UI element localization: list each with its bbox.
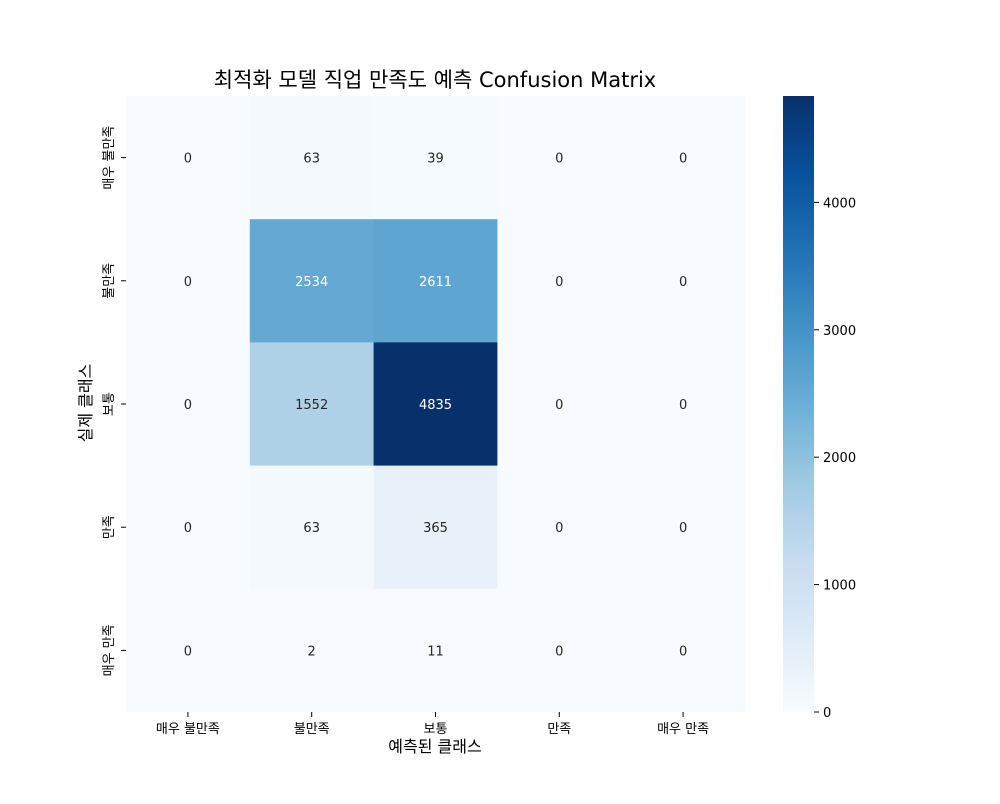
- colorbar-tick-label: 4000: [823, 196, 856, 211]
- heatmap-annotations: 0 63 39 0 0 0 2534 2611 0 0 0 1552 4835 0 0 0 63 365 0 0 0 2 1…: [184, 152, 687, 660]
- x-tick-label: 매우 불만족: [156, 722, 220, 737]
- heatmap-cell: [497, 588, 622, 713]
- heatmap-cell: [249, 219, 375, 343]
- cell-value-label: 0: [184, 275, 192, 290]
- x-axis: 매우 불만족 불만족 보통 만족 매우 만족: [156, 712, 709, 737]
- heatmap-cell: [497, 342, 622, 467]
- heatmap-cell: [126, 96, 251, 220]
- heatmap-cell: [249, 342, 375, 467]
- colorbar-fill: [783, 96, 814, 712]
- cell-value-label: 2: [308, 644, 316, 659]
- y-tick-label: 불만족: [102, 263, 117, 299]
- cell-value-label: 39: [427, 152, 444, 167]
- colorbar-tick-label: 2000: [823, 451, 856, 466]
- colorbar: 0 1000 2000 3000 4000: [783, 96, 856, 721]
- cell-value-label: 0: [555, 398, 563, 413]
- x-tick-label: 매우 만족: [657, 722, 709, 737]
- colorbar-tick-label: 0: [823, 706, 831, 721]
- x-axis-label: 예측된 클래스: [388, 737, 481, 756]
- cell-value-label: 1552: [295, 398, 328, 413]
- y-tick-label: 매우 만족: [102, 624, 117, 676]
- y-axis-label: 실제 클래스: [76, 364, 95, 443]
- cell-value-label: 0: [555, 644, 563, 659]
- cell-value-label: 365: [423, 521, 448, 536]
- cell-value-label: 0: [184, 398, 192, 413]
- heatmap-cell: [497, 96, 622, 220]
- chart-title: 최적화 모델 직업 만족도 예측 Confusion Matrix: [214, 68, 656, 92]
- cell-value-label: 0: [555, 275, 563, 290]
- cell-value-label: 11: [427, 644, 444, 659]
- y-tick-label: 만족: [102, 515, 117, 539]
- heatmap-cells: [126, 96, 746, 713]
- x-tick-label: 만족: [547, 722, 571, 737]
- cell-value-label: 0: [679, 644, 687, 659]
- cell-value-label: 0: [679, 275, 687, 290]
- y-tick-label: 보통: [102, 392, 117, 416]
- heatmap-cell: [621, 465, 746, 590]
- heatmap-cell: [249, 96, 375, 220]
- cell-value-label: 0: [679, 521, 687, 536]
- heatmap-cell: [373, 465, 498, 590]
- colorbar-ticks: 0 1000 2000 3000 4000: [814, 196, 856, 721]
- cell-value-label: 0: [555, 152, 563, 167]
- heatmap-cell: [621, 588, 746, 713]
- heatmap-cell: [249, 588, 375, 713]
- cell-value-label: 0: [679, 152, 687, 167]
- heatmap-cell: [621, 219, 746, 343]
- cell-value-label: 0: [679, 398, 687, 413]
- heatmap-cell: [249, 465, 375, 590]
- cell-value-label: 0: [184, 644, 192, 659]
- cell-value-label: 63: [303, 521, 320, 536]
- heatmap-cell: [621, 96, 746, 220]
- heatmap-cell: [126, 342, 251, 467]
- heatmap-cell: [373, 96, 498, 220]
- heatmap-cell: [621, 342, 746, 467]
- cell-value-label: 2534: [295, 275, 328, 290]
- heatmap-cell: [126, 465, 251, 590]
- cell-value-label: 0: [555, 521, 563, 536]
- colorbar-tick-label: 3000: [823, 324, 856, 339]
- heatmap-cell: [373, 588, 498, 713]
- colorbar-tick-label: 1000: [823, 579, 856, 594]
- cell-value-label: 0: [184, 152, 192, 167]
- heatmap-cell: [373, 342, 498, 467]
- heatmap-cell: [373, 219, 498, 343]
- y-tick-label: 매우 불만족: [102, 126, 117, 190]
- heatmap-cell: [126, 588, 251, 713]
- cell-value-label: 63: [303, 152, 320, 167]
- heatmap-cell: [126, 219, 251, 343]
- cell-value-label: 0: [184, 521, 192, 536]
- x-tick-label: 불만족: [294, 722, 330, 737]
- heatmap-cell: [497, 465, 622, 590]
- cell-value-label: 4835: [419, 398, 452, 413]
- x-tick-label: 보통: [424, 722, 448, 737]
- heatmap-cell: [497, 219, 622, 343]
- cell-value-label: 2611: [419, 275, 452, 290]
